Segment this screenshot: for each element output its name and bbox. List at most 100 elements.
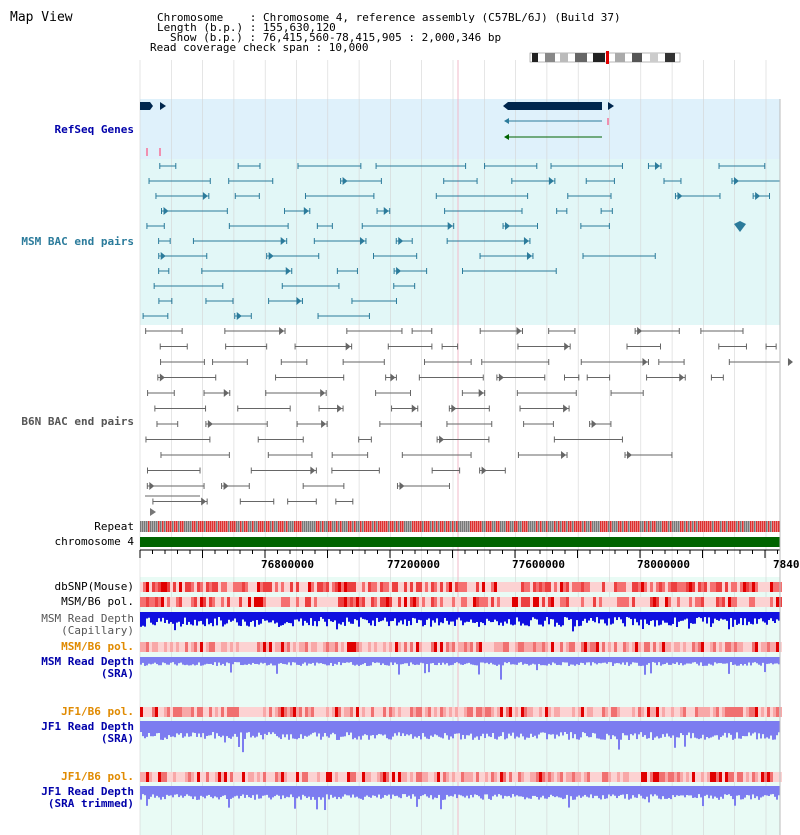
msm-depth-sra-bar — [408, 657, 410, 666]
jf1-b6-pol-trimmed-cell — [239, 772, 242, 782]
dbsnp-cell — [149, 582, 152, 592]
msm-b6-pol-cell — [311, 597, 314, 607]
jf1-depth-trimmed-bar — [472, 786, 474, 798]
msm-depth-capillary-bar — [472, 612, 474, 623]
jf1-b6-pol-trimmed-cell — [521, 772, 524, 782]
jf1-depth-sra-bar — [530, 721, 532, 734]
dbsnp-cell — [398, 582, 401, 592]
msm-b6-pol-sra-cell — [461, 642, 464, 652]
msm-depth-capillary-bar — [664, 612, 666, 623]
jf1-depth-trimmed-bar — [598, 786, 600, 799]
dbsnp-cell — [317, 582, 320, 592]
repeat-mark — [574, 521, 576, 532]
jf1-b6-pol-trimmed-cell — [656, 772, 659, 782]
repeat-mark — [150, 521, 152, 532]
jf1-b6-pol-cell — [704, 707, 707, 717]
msm-depth-capillary-bar — [752, 612, 754, 625]
jf1-b6-pol-cell — [476, 707, 479, 717]
msm-b6-pol-cell — [731, 597, 734, 607]
jf1-depth-sra-bar — [514, 721, 516, 739]
jf1-depth-sra-bar — [484, 721, 486, 739]
dbsnp-cell — [608, 582, 611, 592]
msm-pair-glyph — [280, 237, 286, 245]
msm-b6-pol-cell — [533, 597, 536, 607]
msm-depth-sra-bar — [524, 657, 526, 664]
jf1-depth-sra-bar — [778, 721, 780, 733]
dbsnp-cell — [167, 582, 170, 592]
dbsnp-cell — [428, 582, 431, 592]
jf1-depth-trimmed-bar — [454, 786, 456, 795]
jf1-b6-pol-trimmed-cell — [341, 772, 344, 782]
dbsnp-cell — [776, 582, 779, 592]
msm-b6-pol-sra-cell — [560, 642, 563, 652]
msm-bac-track-label[interactable]: MSM BAC end pairs — [21, 235, 134, 248]
repeat-mark — [684, 521, 686, 532]
msm-b6-pol-sra-cell — [347, 642, 350, 652]
msm-b6-pol-cell — [689, 597, 692, 607]
msm-depth-capillary-bar — [270, 612, 272, 623]
jf1-b6-pol-trimmed-cell — [482, 772, 485, 782]
jf1-b6-pol-trimmed-cell — [425, 772, 428, 782]
msm-b6-pol-cell — [776, 597, 779, 607]
msm-depth-capillary-bar — [296, 612, 298, 620]
msm-depth-sra-bar — [744, 657, 746, 664]
msm-b6-pol-sra-cell — [182, 642, 185, 652]
jf1-b6-pol-cell — [683, 707, 686, 717]
msm-depth-sra-label: MSM Read Depth — [41, 655, 134, 668]
msm-b6-pol-cell — [251, 597, 254, 607]
jf1-b6-pol-trimmed-cell — [170, 772, 173, 782]
msm-depth-sra-bar — [720, 657, 722, 664]
msm-depth-capillary-bar — [384, 612, 386, 618]
repeat-mark — [638, 521, 640, 532]
jf1-b6-pol-cell — [689, 707, 692, 717]
jf1-depth-trimmed-bar — [428, 786, 430, 798]
msm-b6-pol-cell — [599, 597, 602, 607]
jf1-depth-sra-bar — [472, 721, 474, 740]
jf1-depth-sra-bar — [308, 721, 310, 736]
repeat-mark — [346, 521, 348, 532]
msm-b6-pol-sra-cell — [329, 642, 332, 652]
jf1-depth-sra-bar — [432, 721, 434, 737]
msm-b6-pol-sra-cell — [164, 642, 167, 652]
dbsnp-cell — [725, 582, 728, 592]
b6n-pair-glyph — [478, 389, 484, 397]
jf1-b6-pol-trimmed-cell — [347, 772, 350, 782]
dbsnp-cell — [497, 582, 500, 592]
jf1-depth-sra-bar — [738, 721, 740, 739]
refseq-track-label[interactable]: RefSeq Genes — [54, 123, 134, 136]
dbsnp-cell — [605, 582, 608, 592]
msm-b6-pol-sra-cell — [515, 642, 518, 652]
msm-pair-glyph — [505, 222, 511, 230]
jf1-depth-trimmed-bar — [738, 786, 740, 796]
b6n-bac-track-label[interactable]: B6N BAC end pairs — [21, 415, 134, 428]
msm-b6-pol-cell — [725, 597, 728, 607]
jf1-b6-pol-trimmed-cell — [152, 772, 155, 782]
repeat-mark — [414, 521, 416, 532]
jf1-b6-pol-cell — [701, 707, 704, 717]
jf1-b6-pol-trimmed-cell — [560, 772, 563, 782]
msm-depth-capillary-bar — [204, 612, 206, 627]
jf1-depth-trimmed-bar — [648, 786, 650, 803]
msm-depth-capillary-bar — [272, 612, 274, 621]
jf1-depth-sra-bar — [278, 721, 280, 738]
jf1-depth-sra-bar — [248, 721, 250, 733]
msm-depth-capillary-bar — [730, 612, 732, 619]
jf1-b6-pol-cell — [167, 707, 170, 717]
msm-depth-sra-bar — [178, 657, 180, 664]
msm-depth-sra-bar — [526, 657, 528, 665]
repeat-mark — [562, 521, 564, 532]
msm-depth-capillary-bar — [498, 612, 500, 626]
msm-depth-capillary-bar — [720, 612, 722, 619]
msm-b6-pol-sra-cell — [638, 642, 641, 652]
msm-b6-pol-sra-cell — [530, 642, 533, 652]
jf1-depth-trimmed-bar — [506, 786, 508, 797]
dbsnp-cell — [737, 582, 740, 592]
msm-b6-pol-sra-cell — [719, 642, 722, 652]
dbsnp-cell — [632, 582, 635, 592]
repeat-mark — [646, 521, 648, 532]
msm-depth-capillary-bar — [164, 612, 166, 623]
repeat-mark — [740, 521, 742, 532]
repeat-mark — [720, 521, 722, 532]
jf1-b6-pol-cell — [686, 707, 689, 717]
